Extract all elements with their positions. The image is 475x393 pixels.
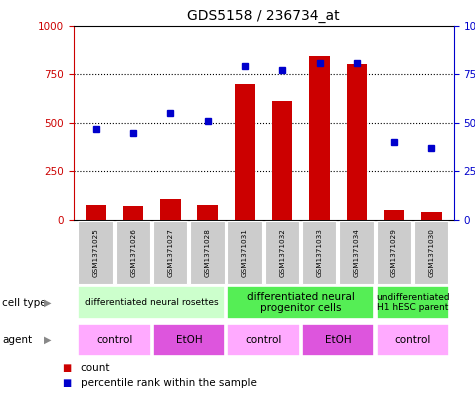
Bar bbox=[272, 101, 293, 220]
Text: percentile rank within the sample: percentile rank within the sample bbox=[81, 378, 256, 388]
Text: EtOH: EtOH bbox=[325, 335, 352, 345]
Text: GSM1371025: GSM1371025 bbox=[93, 228, 99, 277]
FancyBboxPatch shape bbox=[78, 324, 151, 356]
Text: ■: ■ bbox=[62, 362, 71, 373]
Text: GSM1371027: GSM1371027 bbox=[168, 228, 173, 277]
Text: GSM1371034: GSM1371034 bbox=[354, 228, 360, 277]
Title: GDS5158 / 236734_at: GDS5158 / 236734_at bbox=[187, 9, 340, 23]
FancyBboxPatch shape bbox=[78, 221, 113, 284]
FancyBboxPatch shape bbox=[228, 221, 262, 284]
Text: control: control bbox=[246, 335, 282, 345]
FancyBboxPatch shape bbox=[78, 286, 225, 319]
Text: GSM1371026: GSM1371026 bbox=[130, 228, 136, 277]
FancyBboxPatch shape bbox=[377, 221, 411, 284]
Text: ■: ■ bbox=[62, 378, 71, 388]
Text: GSM1371028: GSM1371028 bbox=[205, 228, 211, 277]
Bar bbox=[123, 206, 143, 220]
Bar bbox=[235, 84, 255, 220]
FancyBboxPatch shape bbox=[153, 324, 225, 356]
Bar bbox=[309, 56, 330, 220]
Bar bbox=[86, 206, 106, 220]
Text: control: control bbox=[394, 335, 431, 345]
Text: agent: agent bbox=[2, 335, 32, 345]
Text: undifferentiated
H1 hESC parent: undifferentiated H1 hESC parent bbox=[376, 293, 449, 312]
Text: GSM1371031: GSM1371031 bbox=[242, 228, 248, 277]
Text: ▶: ▶ bbox=[44, 335, 51, 345]
Bar bbox=[347, 64, 367, 220]
FancyBboxPatch shape bbox=[153, 221, 187, 284]
FancyBboxPatch shape bbox=[228, 286, 374, 319]
Text: ▶: ▶ bbox=[44, 298, 51, 308]
Text: cell type: cell type bbox=[2, 298, 47, 308]
FancyBboxPatch shape bbox=[116, 221, 150, 284]
Text: GSM1371033: GSM1371033 bbox=[316, 228, 323, 277]
Text: GSM1371032: GSM1371032 bbox=[279, 228, 285, 277]
Text: GSM1371030: GSM1371030 bbox=[428, 228, 434, 277]
FancyBboxPatch shape bbox=[414, 221, 448, 284]
Bar bbox=[160, 199, 180, 220]
Text: GSM1371029: GSM1371029 bbox=[391, 228, 397, 277]
Bar bbox=[421, 212, 442, 220]
FancyBboxPatch shape bbox=[302, 221, 336, 284]
FancyBboxPatch shape bbox=[302, 324, 374, 356]
Text: control: control bbox=[96, 335, 133, 345]
FancyBboxPatch shape bbox=[265, 221, 299, 284]
Text: EtOH: EtOH bbox=[176, 335, 202, 345]
Bar bbox=[198, 204, 218, 220]
Text: count: count bbox=[81, 362, 110, 373]
FancyBboxPatch shape bbox=[190, 221, 225, 284]
FancyBboxPatch shape bbox=[228, 324, 300, 356]
FancyBboxPatch shape bbox=[377, 286, 449, 319]
FancyBboxPatch shape bbox=[339, 221, 373, 284]
Text: differentiated neural
progenitor cells: differentiated neural progenitor cells bbox=[247, 292, 355, 313]
FancyBboxPatch shape bbox=[377, 324, 449, 356]
Bar bbox=[384, 210, 404, 220]
Text: differentiated neural rosettes: differentiated neural rosettes bbox=[85, 298, 218, 307]
